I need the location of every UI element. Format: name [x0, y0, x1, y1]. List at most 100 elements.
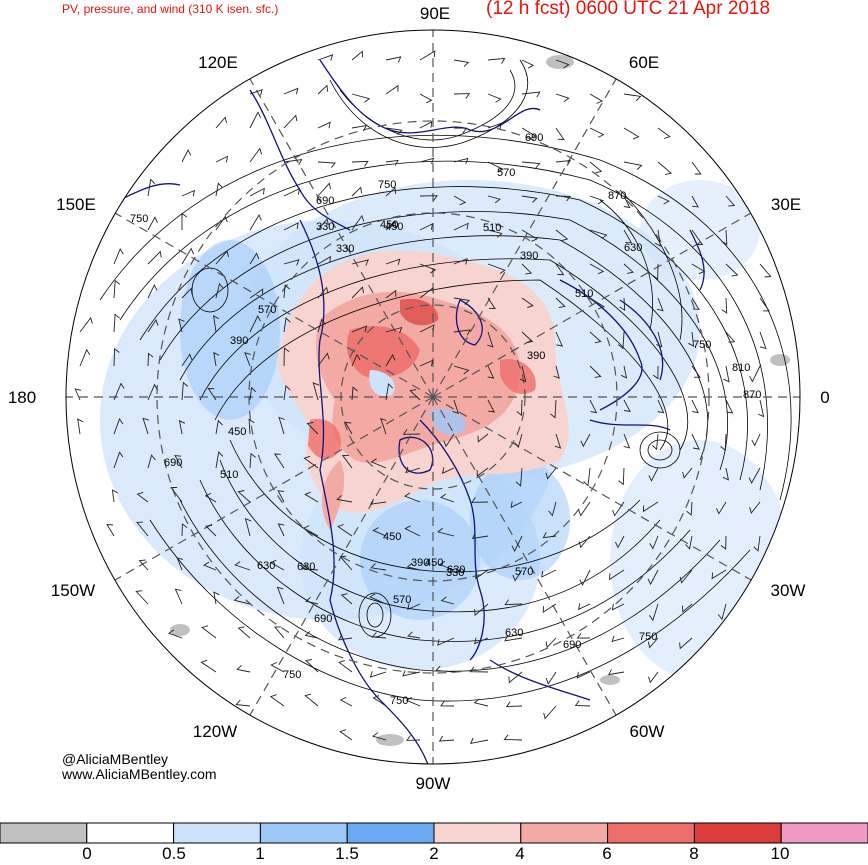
wind-barb	[487, 263, 506, 274]
wind-barb	[725, 263, 739, 277]
wind-barb	[339, 729, 353, 741]
wind-barb	[213, 314, 220, 333]
wind-barb	[476, 467, 489, 477]
wind-barb	[269, 559, 285, 571]
wind-barb	[521, 161, 541, 169]
wind-barb	[370, 563, 387, 571]
wind-barb	[717, 603, 727, 621]
wind-barb	[759, 263, 772, 278]
wind-barb	[579, 569, 591, 586]
wind-barb	[725, 331, 736, 343]
wind-barb	[611, 603, 625, 611]
colorbar-tick-label: 4	[515, 844, 525, 863]
wind-barb	[555, 331, 564, 347]
wind-barb	[471, 497, 489, 503]
wind-barb	[477, 433, 489, 443]
wind-barb	[623, 127, 640, 140]
contour-label: 810	[732, 362, 750, 374]
wind-barb	[283, 284, 290, 299]
wind-barb	[691, 161, 702, 175]
contour-label: 570	[497, 167, 515, 179]
lon-label-150e: 150E	[56, 195, 96, 214]
wind-barb	[236, 665, 251, 673]
wind-barb	[508, 671, 523, 684]
wind-barb	[312, 382, 320, 401]
wind-barb	[541, 569, 557, 578]
wind-barb	[407, 603, 421, 611]
wind-barb	[555, 229, 569, 242]
wind-barb	[720, 535, 727, 550]
wind-barb	[656, 297, 664, 312]
lon-label-120w: 120W	[193, 722, 237, 741]
wind-barb	[305, 659, 319, 673]
wind-barb	[147, 352, 154, 367]
wind-barb	[237, 490, 251, 503]
longitude-labels: 90E 60E 30E 0 30W 60W 90W 120W 150W 180 …	[8, 4, 830, 793]
pv-colorbar	[0, 822, 868, 844]
wind-barb	[276, 586, 285, 605]
wind-barb	[213, 591, 220, 605]
wind-barb	[317, 84, 329, 95]
wind-barb	[577, 603, 591, 611]
wind-barb	[691, 433, 700, 450]
wind-barb	[623, 433, 631, 449]
contour-label: 870	[608, 190, 626, 202]
wind-barb	[505, 701, 523, 707]
wind-barb	[181, 523, 188, 537]
wind-barb	[419, 359, 434, 367]
wind-barb	[170, 487, 183, 503]
wind-barb	[283, 384, 291, 401]
wind-barb	[147, 319, 159, 333]
wind-barb	[283, 222, 299, 231]
wind-barb	[336, 494, 353, 503]
wind-barb	[618, 467, 625, 486]
wind-barb	[548, 501, 557, 517]
wind-barb	[649, 535, 659, 550]
wind-barb	[589, 331, 602, 344]
wind-barb	[440, 700, 455, 707]
wind-barb	[435, 665, 455, 673]
colorbar-tick-label: 2	[429, 844, 439, 863]
graticule	[66, 30, 800, 764]
wind-barb	[237, 626, 251, 639]
colorbar-swatch	[173, 822, 261, 844]
contour-label: 630	[624, 242, 642, 254]
wind-barb	[215, 451, 224, 469]
wind-barb	[317, 218, 329, 231]
wind-barb	[369, 498, 387, 505]
wind-barb	[317, 318, 326, 333]
wind-barb	[623, 161, 643, 170]
wind-barb	[181, 189, 196, 197]
wind-barb	[372, 732, 387, 741]
wind-barb	[475, 569, 489, 580]
wind-barb	[691, 365, 701, 378]
wind-barb	[407, 631, 421, 639]
wind-barb	[576, 671, 591, 679]
wind-barb	[725, 195, 736, 207]
wind-barb	[510, 501, 523, 509]
wind-barb	[341, 454, 353, 469]
contour-label: 750	[639, 631, 657, 643]
wind-barb	[419, 263, 437, 274]
wind-barb	[249, 214, 262, 231]
wind-barb	[419, 157, 435, 165]
wind-barb	[273, 453, 285, 469]
colorbar-swatch	[520, 822, 609, 844]
coastlines	[119, 59, 705, 764]
wind-barb	[521, 263, 533, 275]
wind-barb	[469, 737, 489, 745]
wind-barb	[652, 365, 659, 380]
wind-barb	[679, 637, 693, 650]
wind-barb	[77, 418, 84, 435]
lon-label-180: 180	[8, 388, 36, 407]
wind-barb	[351, 125, 367, 132]
wind-barb	[111, 489, 118, 503]
wind-barb	[612, 501, 625, 517]
wind-barb	[406, 562, 421, 571]
wind-barb	[649, 603, 659, 622]
wind-barb	[545, 467, 557, 480]
wind-barb	[178, 318, 185, 333]
wind-barb	[340, 593, 353, 605]
wind-barb	[351, 186, 363, 197]
wind-barb	[503, 734, 523, 741]
